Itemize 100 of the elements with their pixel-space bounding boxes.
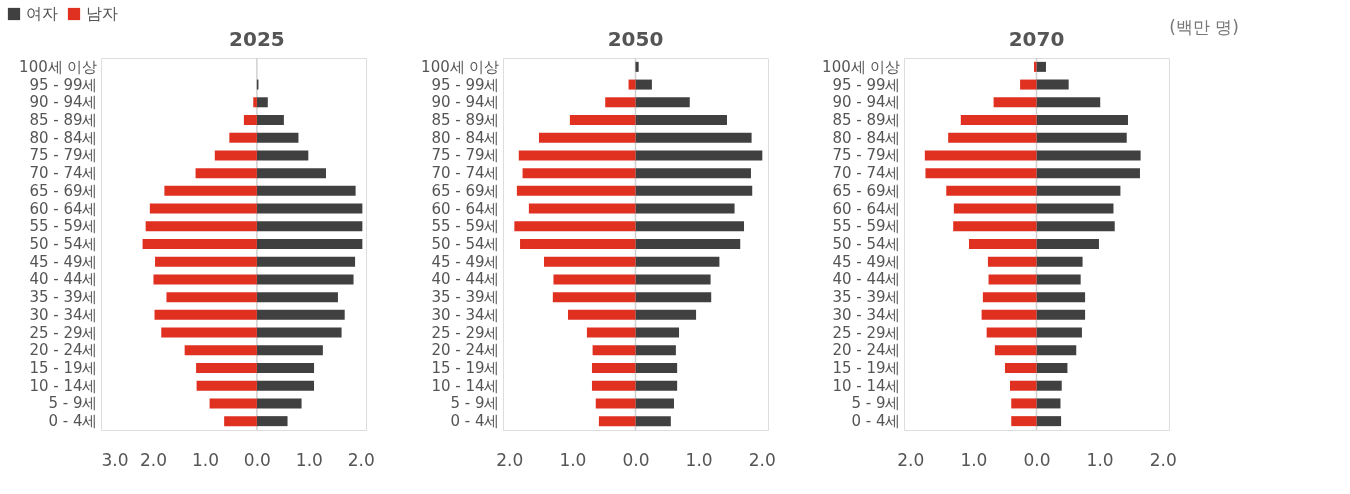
y-tick-label: 35 - 39세: [431, 288, 500, 307]
y-tick-label: 50 - 54세: [29, 235, 98, 253]
bar: [164, 185, 257, 196]
bar: [586, 327, 636, 338]
bar: [253, 97, 257, 108]
y-tick-label: 100세 이상: [19, 57, 98, 76]
bar: [635, 203, 735, 214]
x-tick-label: 2.0: [139, 449, 167, 470]
y-tick-label: 0 - 4세: [48, 412, 98, 431]
x-tick-label: 1.0: [960, 449, 988, 470]
y-tick-label: 50 - 54세: [832, 235, 901, 253]
y-tick-label: 15 - 19세: [29, 359, 98, 377]
bar: [256, 327, 342, 338]
y-tick-label: 30 - 34세: [29, 305, 98, 324]
x-tick-label: 2.0: [748, 449, 776, 470]
bar: [925, 168, 1037, 179]
x-tick-label: 0.0: [243, 449, 271, 470]
x-tick-label: 1.0: [1086, 449, 1114, 470]
bar: [635, 221, 745, 232]
bar: [209, 398, 257, 409]
y-tick-label: 70 - 74세: [431, 164, 500, 183]
y-tick-label: 35 - 39세: [832, 288, 901, 307]
bar: [635, 61, 639, 72]
bar: [635, 239, 741, 249]
bar: [981, 309, 1037, 320]
y-tick-label: 30 - 34세: [832, 305, 901, 324]
y-tick-label: 0 - 4세: [851, 412, 901, 431]
bar: [1004, 363, 1037, 373]
bar: [635, 380, 678, 391]
bar: [635, 256, 720, 267]
y-tick-label: 90 - 94세: [832, 93, 901, 112]
bar: [592, 345, 636, 356]
bar: [1020, 79, 1037, 90]
bar: [1036, 239, 1099, 249]
bar: [987, 256, 1037, 267]
bar: [569, 115, 636, 125]
legend-label: 남자: [86, 4, 118, 23]
bar: [567, 309, 636, 320]
bar: [256, 239, 363, 249]
x-tick-label: 2.0: [1149, 449, 1177, 470]
bar: [214, 150, 257, 161]
bar: [195, 168, 257, 179]
bar: [1010, 380, 1037, 391]
bar: [1036, 79, 1069, 90]
bar: [1036, 203, 1114, 214]
y-tick-label: 100세 이상: [822, 57, 901, 76]
bar: [256, 416, 288, 427]
bar: [960, 115, 1037, 125]
y-tick-label: 30 - 34세: [431, 305, 500, 324]
bar: [595, 398, 636, 409]
bar: [184, 345, 257, 356]
bar: [256, 185, 356, 196]
y-tick-label: 20 - 24세: [29, 341, 98, 360]
bar: [522, 168, 636, 179]
y-tick-label: 95 - 99세: [29, 75, 98, 94]
bar: [598, 416, 636, 427]
bar: [161, 327, 257, 338]
bar: [256, 274, 354, 285]
y-tick-label: 60 - 64세: [29, 199, 98, 218]
bar: [968, 239, 1037, 249]
y-tick-label: 90 - 94세: [431, 93, 500, 112]
bar: [528, 203, 636, 214]
y-tick-label: 15 - 19세: [832, 359, 901, 377]
x-tick-label: 1.0: [685, 449, 713, 470]
bar: [986, 327, 1037, 338]
y-tick-label: 55 - 59세: [29, 217, 98, 236]
y-tick-label: 10 - 14세: [29, 376, 98, 395]
bar: [635, 363, 678, 373]
bar: [256, 363, 315, 373]
y-tick-label: 80 - 84세: [29, 128, 98, 147]
y-tick-label: 25 - 29세: [431, 323, 500, 342]
y-tick-label: 50 - 54세: [431, 235, 500, 253]
bar: [635, 292, 712, 303]
bar: [635, 79, 652, 90]
bar: [635, 97, 690, 108]
y-tick-label: 95 - 99세: [832, 75, 901, 94]
y-tick-label: 0 - 4세: [450, 412, 500, 431]
bar: [552, 292, 636, 303]
bar: [256, 398, 302, 409]
bar: [553, 274, 636, 285]
y-tick-label: 10 - 14세: [832, 376, 901, 395]
y-tick-label: 25 - 29세: [832, 323, 901, 342]
chart-title: 2025: [229, 27, 285, 51]
bar: [635, 416, 671, 427]
bar: [635, 132, 752, 143]
bar: [166, 292, 257, 303]
bar: [635, 274, 711, 285]
bar: [514, 221, 636, 232]
y-tick-label: 80 - 84세: [832, 128, 901, 147]
bar: [605, 97, 636, 108]
y-tick-label: 5 - 9세: [48, 394, 98, 413]
bar: [256, 292, 338, 303]
bar: [924, 150, 1037, 161]
bar: [520, 239, 636, 249]
y-tick-label: 85 - 89세: [431, 111, 500, 129]
bar: [145, 221, 257, 232]
bar: [1036, 274, 1081, 285]
bar: [635, 309, 697, 320]
bar: [256, 380, 315, 391]
bar: [1036, 168, 1140, 179]
